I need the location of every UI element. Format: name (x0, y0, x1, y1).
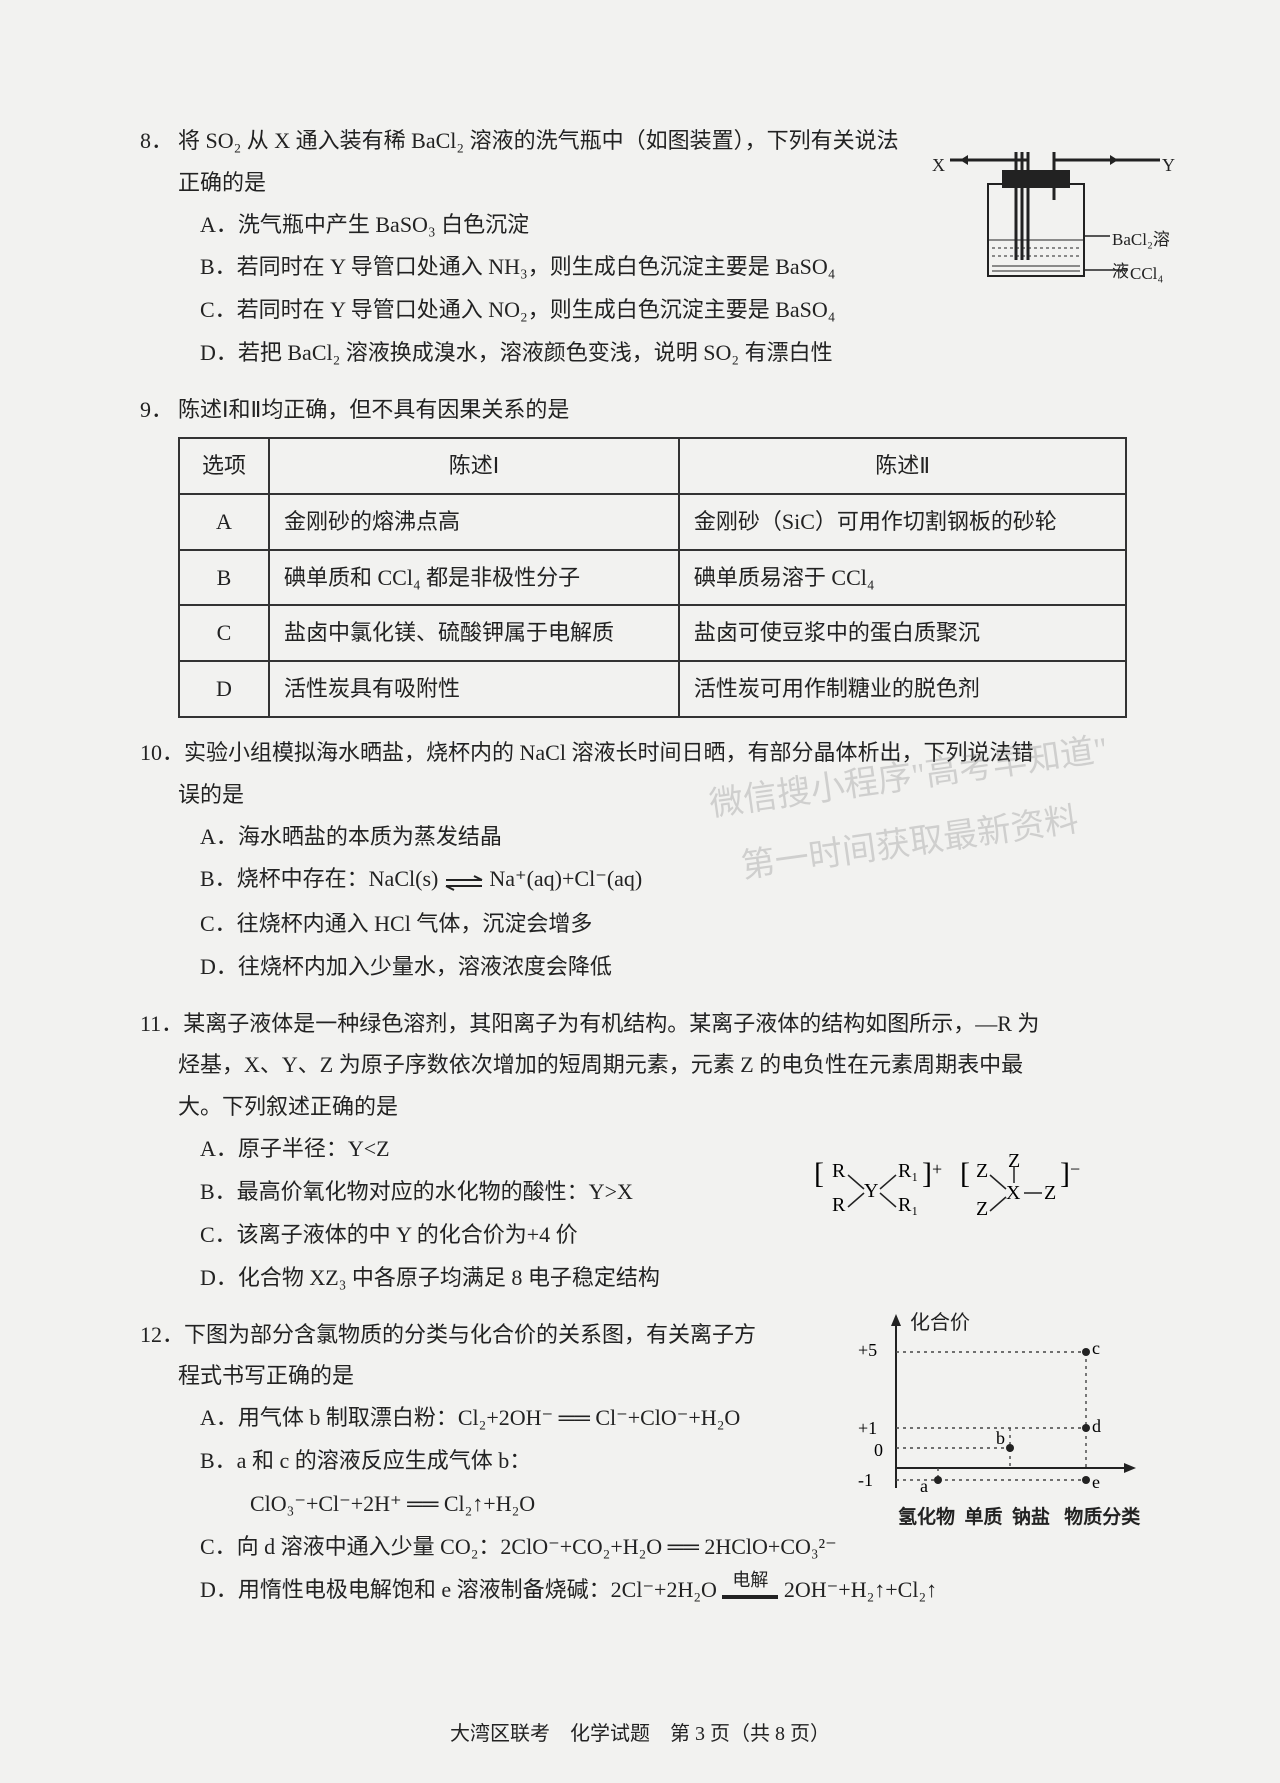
q12-fig-ylabel: 化合价 (910, 1304, 970, 1342)
table-row: A金刚砂的熔沸点高金刚砂（SiC）可用作切割钢板的砂轮 (179, 494, 1126, 550)
question-11: 11． 某离子液体是一种绿色溶剂，其阳离子为有机结构。某离子液体的结构如图所示，… (140, 1003, 1150, 1300)
q9-h2: 陈述Ⅱ (679, 438, 1127, 494)
q8-fig-x: X (932, 148, 945, 182)
svg-text:+5: +5 (858, 1340, 877, 1360)
q11-stem2: 烃基，X、Y、Z 为原子序数依次增加的短周期元素，元素 Z 的电负性在元素周期表… (140, 1044, 1150, 1086)
equilibrium-arrow-icon (444, 860, 484, 903)
svg-text:Z: Z (1008, 1153, 1020, 1172)
q11-number: 11． (140, 1003, 183, 1045)
q11-stem3: 大。下列叙述正确的是 (140, 1086, 1150, 1128)
q8-fig-y: Y (1162, 148, 1175, 182)
svg-text:Z: Z (1044, 1182, 1056, 1204)
table-row: 选项 陈述Ⅰ 陈述Ⅱ (179, 438, 1126, 494)
svg-text:b: b (996, 1428, 1005, 1448)
q9-number: 9． (140, 389, 178, 431)
svg-text:-1: -1 (858, 1470, 873, 1490)
svg-text:−: − (1070, 1159, 1080, 1179)
q10-opt-b: B．烧杯中存在：NaCl(s) Na⁺(aq)+Cl⁻(aq) (140, 858, 1150, 902)
q9-stem: 陈述Ⅰ和Ⅱ均正确，但不具有因果关系的是 (178, 389, 1150, 431)
q10-stem2: 误的是 (140, 774, 1150, 816)
q11-figure: [ R R Y R₁ R₁ ] + [ Z Z X Z Z ] − (810, 1153, 1130, 1243)
svg-text:0: 0 (874, 1440, 883, 1460)
svg-text:R₁: R₁ (898, 1160, 918, 1182)
svg-text:c: c (1092, 1338, 1100, 1358)
q12-fig-xlabels: 氢化物 单质 钠盐 物质分类 (898, 1500, 1140, 1536)
q11-opt-d: D．化合物 XZ₃ 中各原子均满足 8 电子稳定结构 (140, 1257, 1150, 1300)
q10-number: 10． (140, 732, 184, 774)
question-12: 12． 下图为部分含氯物质的分类与化合价的关系图，有关离子方 程式书写正确的是 … (140, 1314, 1150, 1612)
q10-opt-a: A．海水晒盐的本质为蒸发结晶 (140, 816, 1150, 859)
svg-text:d: d (1092, 1416, 1101, 1436)
svg-text:e: e (1092, 1472, 1100, 1492)
q12-number: 12． (140, 1314, 184, 1356)
svg-text:Y: Y (864, 1180, 878, 1202)
svg-text:+: + (932, 1159, 942, 1179)
question-9: 9． 陈述Ⅰ和Ⅱ均正确，但不具有因果关系的是 选项 陈述Ⅰ 陈述Ⅱ A金刚砂的熔… (140, 389, 1150, 718)
q12-opt-d: D．用惰性电极电解饱和 e 溶液制备烧碱：2Cl⁻+2H₂O 电解 2OH⁻+H… (140, 1569, 1150, 1612)
svg-text:R: R (832, 1194, 846, 1216)
svg-text:[: [ (814, 1157, 824, 1190)
q9-h1: 陈述Ⅰ (269, 438, 679, 494)
svg-text:R: R (832, 1160, 846, 1182)
svg-text:]: ] (922, 1157, 932, 1190)
svg-text:+1: +1 (858, 1418, 877, 1438)
q8-figure: X Y BaCl₂溶液 CCl₄ (910, 140, 1170, 290)
svg-text:]: ] (1060, 1157, 1070, 1190)
svg-text:X: X (1006, 1182, 1021, 1204)
svg-text:Z: Z (976, 1160, 988, 1182)
q11-stem1: 某离子液体是一种绿色溶剂，其阳离子为有机结构。某离子液体的结构如图所示，—R 为 (183, 1003, 1150, 1045)
electrolysis-arrow-icon: 电解 (722, 1585, 778, 1599)
table-row: B碘单质和 CCl₄ 都是非极性分子碘单质易溶于 CCl₄ (179, 550, 1126, 606)
q8-opt-c: C．若同时在 Y 导管口处通入 NO₂，则生成白色沉淀主要是 BaSO₄ (140, 289, 1150, 332)
table-row: D活性炭具有吸附性活性炭可用作制糖业的脱色剂 (179, 661, 1126, 717)
table-row: C盐卤中氯化镁、硫酸钾属于电解质盐卤可使豆浆中的蛋白质聚沉 (179, 605, 1126, 661)
svg-text:R₁: R₁ (898, 1194, 918, 1216)
q10-opt-c: C．往烧杯内通入 HCl 气体，沉淀会增多 (140, 903, 1150, 946)
q8-fig-ccl4: CCl₄ (1130, 258, 1163, 290)
svg-text:[: [ (960, 1157, 970, 1190)
page-footer: 大湾区联考 化学试题 第 3 页（共 8 页） (0, 1715, 1280, 1753)
q9-h0: 选项 (179, 438, 269, 494)
q9-table: 选项 陈述Ⅰ 陈述Ⅱ A金刚砂的熔沸点高金刚砂（SiC）可用作切割钢板的砂轮 B… (178, 437, 1127, 718)
question-10: 10． 实验小组模拟海水晒盐，烧杯内的 NaCl 溶液长时间日晒，有部分晶体析出… (140, 732, 1150, 989)
q8-number: 8． (140, 120, 178, 204)
q12-figure: +5 +1 0 -1 a b c d e 化合价 氢化物 (850, 1308, 1150, 1538)
q10-stem1: 实验小组模拟海水晒盐，烧杯内的 NaCl 溶液长时间日晒，有部分晶体析出，下列说… (184, 732, 1150, 774)
q10-opt-d: D．往烧杯内加入少量水，溶液浓度会降低 (140, 946, 1150, 989)
question-8: 8． 将 SO₂ 从 X 通入装有稀 BaCl₂ 溶液的洗气瓶中（如图装置），下… (140, 120, 1150, 375)
svg-text:a: a (920, 1476, 928, 1496)
q8-opt-d: D．若把 BaCl₂ 溶液换成溴水，溶液颜色变浅，说明 SO₂ 有漂白性 (140, 332, 1150, 375)
svg-text:Z: Z (976, 1198, 988, 1220)
